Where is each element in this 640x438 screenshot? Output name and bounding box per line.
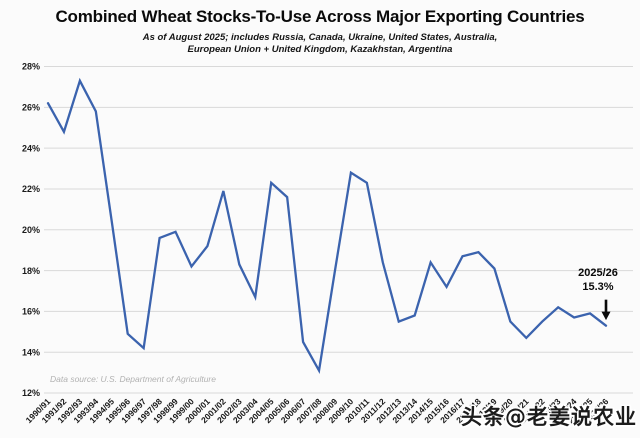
y-tick-label: 24%: [22, 143, 40, 153]
y-tick-label: 12%: [22, 388, 40, 398]
y-tick-label: 28%: [22, 62, 40, 72]
y-tick-label: 14%: [22, 347, 40, 357]
last-point-annotation: 2025/26 15.3%: [563, 266, 633, 294]
chart-subtitle-line2: European Union + United Kingdom, Kazakhs…: [187, 44, 453, 55]
annotation-year: 2025/26: [578, 267, 618, 279]
annotation-value: 15.3%: [582, 281, 614, 293]
annotation-arrow-head: [601, 311, 611, 321]
chart-subtitle-line1: As of August 2025; includes Russia, Cana…: [142, 32, 498, 43]
stocks-to-use-line: [46, 77, 608, 375]
data-source-note: Data source: U.S. Department of Agricult…: [50, 374, 216, 384]
y-tick-label: 18%: [22, 266, 40, 276]
y-tick-label: 22%: [22, 184, 40, 194]
y-tick-label: 16%: [22, 307, 40, 317]
y-tick-label: 26%: [22, 103, 40, 113]
chart-title: Combined Wheat Stocks-To-Use Across Majo…: [55, 7, 585, 26]
watermark-text: 头条@老姜说农业: [461, 405, 637, 429]
y-tick-label: 20%: [22, 225, 40, 235]
